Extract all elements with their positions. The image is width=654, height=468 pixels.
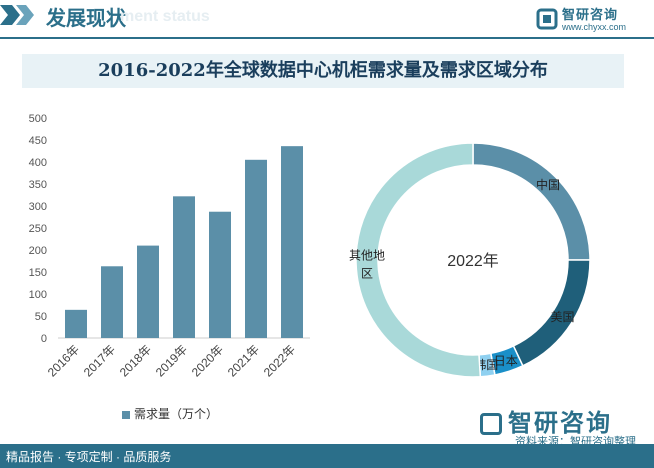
x-tick-label: 2019年	[153, 342, 190, 379]
y-tick-label: 0	[41, 333, 47, 345]
bar-chart: 0 50 100 150 200 250 300 350 400 450 500 2016年2017年…	[29, 113, 310, 379]
slice-label: 其他地	[349, 248, 385, 262]
slice-label: 区	[361, 266, 373, 280]
bar	[281, 146, 303, 338]
x-tick-label: 2020年	[189, 342, 226, 379]
donut-center-label: 2022年	[447, 252, 499, 270]
donut-slice	[472, 142, 591, 261]
bar	[137, 245, 159, 338]
bar	[65, 309, 87, 338]
legend-label: 需求量（万个）	[134, 407, 219, 421]
footer-slogan: 精品报告 · 专项定制 · 品质服务	[6, 450, 172, 464]
y-tick-label: 50	[35, 311, 47, 323]
y-tick-label: 250	[29, 223, 47, 235]
brand-mark-icon	[536, 8, 558, 30]
brand-logo[interactable]: 智研咨询 www.chyxx.com	[536, 4, 636, 36]
legend-swatch	[122, 410, 130, 419]
brand-url[interactable]: www.chyxx.com	[562, 22, 627, 32]
footer-logo-icon	[480, 413, 502, 435]
x-tick-label: 2017年	[81, 342, 118, 379]
section-title: 发展现状	[46, 6, 126, 30]
y-tick-label: 150	[29, 267, 47, 279]
bar	[173, 196, 195, 338]
y-tick-label: 300	[29, 201, 47, 213]
bar	[209, 211, 231, 338]
brand-name: 智研咨询	[562, 8, 619, 23]
header-decoration-icon	[0, 5, 34, 25]
slice-label: 日本	[494, 354, 518, 368]
bar-legend: 需求量（万个）	[122, 405, 218, 422]
header-divider	[0, 37, 654, 39]
x-tick-label: 2021年	[225, 342, 262, 379]
footer-bar: 精品报告 · 专项定制 · 品质服务	[0, 444, 654, 468]
x-tick-label: 2022年	[261, 342, 298, 379]
donut-slice	[355, 142, 482, 378]
footer-logo-text: 智研咨询	[508, 409, 612, 437]
footer-logo: 智研咨询	[480, 403, 612, 438]
chart-title-box: 2016-2022年全球数据中心机柜需求量及需求区域分布	[22, 54, 624, 88]
section-ghost-text: ment status	[120, 8, 210, 25]
slice-label: 中国	[536, 177, 560, 192]
x-tick-label: 2018年	[117, 342, 154, 379]
bar	[245, 159, 267, 338]
header-bar: 发展现状 ment status 智研咨询 www.chyxx.com	[0, 0, 654, 38]
y-tick-label: 450	[29, 135, 47, 147]
slice-label: 美国	[550, 310, 574, 324]
chart-title: 2016-2022年全球数据中心机柜需求量及需求区域分布	[98, 60, 548, 81]
y-tick-label: 400	[29, 157, 47, 169]
y-tick-label: 500	[29, 113, 47, 125]
bar	[101, 266, 123, 338]
y-tick-label: 350	[29, 179, 47, 191]
y-tick-label: 100	[29, 289, 47, 301]
x-tick-label: 2016年	[45, 342, 82, 379]
y-tick-label: 200	[29, 245, 47, 257]
